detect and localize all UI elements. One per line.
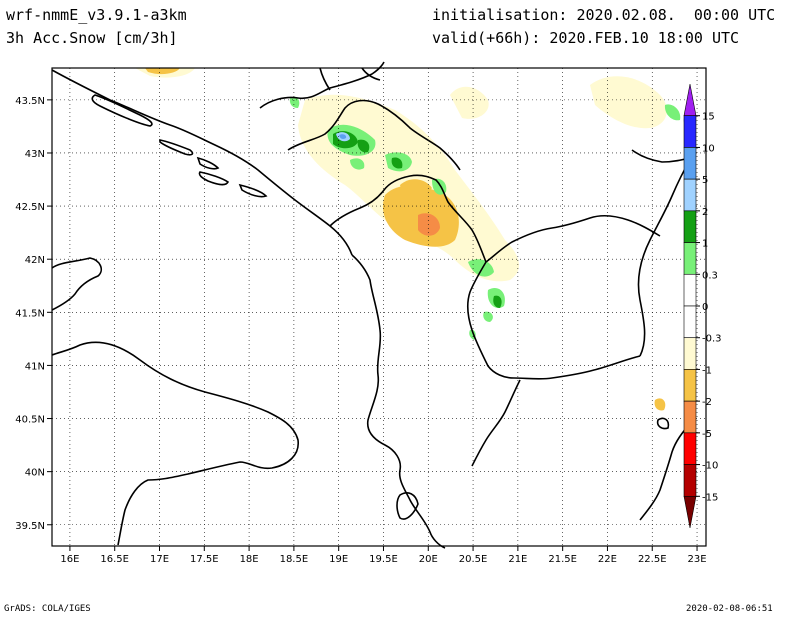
snow-moderate-area-2 [400, 179, 432, 196]
rain-area-5 [468, 259, 494, 277]
lat-tick-label: 42.5N [15, 202, 45, 213]
render-timestamp: 2020-02-08-06:51 [686, 604, 773, 614]
island-corfu [396, 492, 419, 520]
border-greece-albania [467, 261, 641, 380]
lon-tick-label: 20E [419, 554, 438, 565]
lat-tick-label: 43.5N [15, 96, 45, 107]
colorbar-bin [683, 242, 697, 275]
colorbar-bin [683, 83, 697, 117]
colorbar-label: 5 [702, 175, 708, 186]
colorbar-label: -15 [702, 492, 718, 503]
lat-tick-label: 39.5N [15, 521, 45, 532]
rain-area-7 [483, 311, 493, 322]
initialisation-time: initialisation: 2020.02.08. 00:00 UTC [432, 6, 776, 24]
rain-area-9 [664, 104, 681, 121]
island-2 [159, 139, 194, 156]
border-bulgaria [637, 159, 691, 357]
snow-light-area-ne [590, 76, 667, 129]
lon-tick-label: 16.5E [100, 554, 129, 565]
lat-tick-label: 41.5N [15, 308, 45, 319]
border-macedonia [485, 215, 661, 263]
island-5 [238, 183, 268, 198]
grads-credit: GrADS: COLA/IGES [4, 604, 91, 614]
colorbar-label: 0 [702, 302, 708, 313]
colorbar-bin [683, 210, 697, 243]
snow-heavy-area [418, 213, 440, 236]
lat-tick-label: 40N [25, 468, 45, 479]
model-title: wrf-nmmE_v3.9.1-a3km [6, 6, 187, 24]
coastline-croatia [51, 69, 353, 256]
lat-tick-label: 40.5N [15, 415, 45, 426]
colorbar-bin [683, 369, 697, 402]
island-4 [196, 156, 220, 170]
colorbar-label: -0.3 [702, 334, 722, 345]
lon-tick-label: 19.5E [369, 554, 398, 565]
coastline-italy-south [51, 341, 299, 546]
lon-tick-label: 18E [240, 554, 259, 565]
field-title: 3h Acc.Snow [cm/3h] [6, 29, 178, 47]
rain-moderate-area-2 [357, 139, 370, 153]
border-bosnia [259, 61, 385, 109]
rain-area-3 [350, 158, 365, 170]
snow-moderate-area-ne [654, 398, 666, 411]
colorbar-bin [683, 178, 697, 212]
coastlines-and-borders [51, 61, 697, 549]
lat-tick-label: 41N [25, 361, 45, 372]
island-1 [91, 94, 153, 127]
lon-tick-label: 22.5E [638, 554, 667, 565]
axis-ticks: 16E 16.5E 17E 17.5E 18E 18.5E 19E 19.5E 20E 20.5E… [15, 96, 706, 565]
lon-tick-label: 17E [150, 554, 169, 565]
lat-tick-label: 43N [25, 149, 45, 160]
coastline-north [319, 67, 381, 91]
colorbar-label: 1 [702, 239, 708, 250]
map-frame [51, 67, 707, 547]
lon-tick-label: 23E [688, 554, 707, 565]
snow-fields [135, 68, 692, 411]
valid-time: valid(+66h): 2020.FEB.10 18:00 UTC [432, 29, 740, 47]
lon-tick-label: 18.5E [280, 554, 309, 565]
snow-moderate-area-top [145, 68, 180, 75]
colorbar-bin [683, 147, 697, 180]
colorbar-label: 10 [702, 143, 715, 154]
island-3 [198, 171, 230, 186]
lon-tick-label: 21.5E [548, 554, 577, 565]
lon-tick-label: 21E [508, 554, 527, 565]
colorbar-bin [683, 337, 697, 370]
rain-moderate-area-4 [493, 295, 502, 308]
snow-light-area-ne2 [450, 86, 489, 119]
lon-tick-label: 16E [60, 554, 79, 565]
lon-tick-label: 17.5E [190, 554, 219, 565]
lat-tick-label: 42N [25, 255, 45, 266]
colorbar-bin [683, 495, 697, 529]
border-montenegro [287, 99, 461, 171]
lon-tick-label: 22E [598, 554, 617, 565]
colorbar-bin [683, 464, 697, 497]
colorbar-label: 2 [702, 207, 708, 218]
colorbar-bin [683, 400, 697, 434]
colorbar-label: -5 [702, 429, 712, 440]
colorbar-label: -2 [702, 397, 712, 408]
rain-area-8 [289, 96, 300, 108]
rain-moderate-area-3 [391, 157, 403, 169]
lat-lon-grid [52, 68, 706, 546]
colorbar: 15 10 5 2 1 0.3 0 -0.3 -1 -2 -5 -10 -15 [683, 83, 722, 529]
colorbar-label: -1 [702, 365, 712, 376]
border-greece-inner [471, 379, 521, 467]
lon-tick-label: 19E [329, 554, 348, 565]
colorbar-label: 15 [702, 112, 715, 123]
lon-tick-label: 20.5E [459, 554, 488, 565]
coastline-greece [639, 421, 693, 521]
island-south [656, 417, 670, 430]
rain-very-heavy-area [339, 134, 347, 139]
coastline-albania [351, 254, 446, 549]
colorbar-label: -10 [702, 461, 718, 472]
colorbar-label: 0.3 [702, 270, 718, 281]
colorbar-bin [683, 432, 697, 465]
colorbar-bin [683, 305, 697, 339]
coastline-italy-north [51, 257, 102, 311]
colorbar-bin [683, 115, 697, 148]
border-kosovo [329, 174, 487, 263]
colorbar-bin [683, 273, 697, 307]
